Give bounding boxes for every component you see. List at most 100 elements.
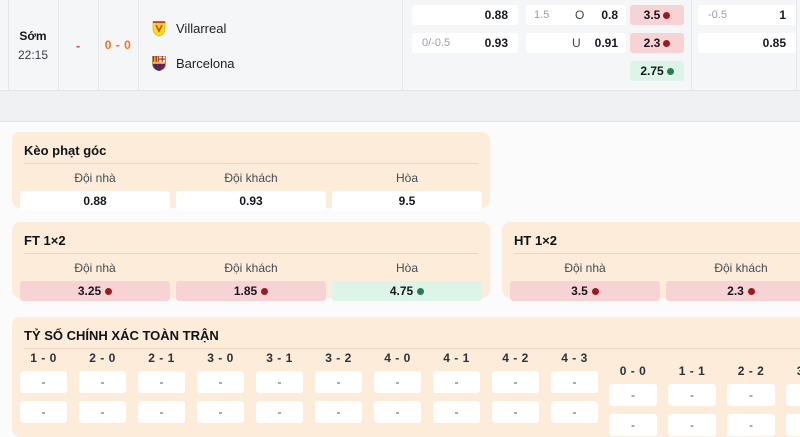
match-status: - [58, 0, 98, 90]
odds-cell[interactable]: 3.25 [20, 281, 170, 301]
odds-value: 3.25 [77, 284, 102, 298]
odds-handicap-row1-cell[interactable]: 0.88 [412, 5, 518, 25]
trend-dot-icon [261, 287, 269, 295]
match-score: 0 - 0 [98, 0, 138, 90]
home-team-name: Villarreal [176, 20, 227, 36]
ht-1x2-panel: HT 1×2 Đội nhà 3.5 Đội khách 2.3 [502, 222, 800, 301]
score-odds-cell[interactable]: - [609, 414, 657, 436]
divider [24, 253, 478, 254]
score-odds-cell[interactable]: - [20, 371, 67, 393]
kickoff-time: 22:15 [17, 47, 49, 62]
odds-cell[interactable]: 0.93 [176, 191, 326, 211]
score-column: 1 - 0 - - [20, 351, 67, 423]
score-odds-cell[interactable]: - [668, 384, 716, 406]
odds-cell[interactable]: 2.3 [666, 281, 800, 301]
score-odds-cell[interactable]: - [374, 371, 421, 393]
handicap-line: -0.5 [708, 9, 727, 21]
score-odds-cell[interactable]: - [315, 371, 362, 393]
column-header: Đội nhà [564, 261, 606, 275]
score-odds-cell[interactable]: - [138, 371, 185, 393]
odds-handicap2-row2-cell[interactable]: 0.85 [698, 33, 796, 53]
odds-handicap2-row1-cell[interactable]: -0.5 1 [698, 5, 796, 25]
divider [138, 0, 139, 90]
odds-cell[interactable]: 3.5 [510, 281, 660, 301]
odds-cell[interactable]: 0.88 [20, 191, 170, 211]
odds-column: Đội nhà 3.25 [20, 258, 170, 301]
score-odds-cell[interactable]: - [138, 401, 185, 423]
odds-value: 1 [779, 8, 786, 22]
odds-value: 0.85 [762, 36, 786, 50]
odds-over-cell[interactable]: 1.5 O 0.8 [526, 5, 626, 25]
score-odds-cell[interactable]: - [256, 401, 303, 423]
over-indicator: O [574, 8, 585, 22]
corner-odds-grid: Đội nhà 0.88 Đội khách 0.93 Hòa 9.5 [12, 164, 490, 211]
under-indicator: U [571, 36, 581, 50]
score-label: 2 - 2 [737, 364, 765, 378]
odds-1x2-home-cell[interactable]: 3.5 [630, 5, 684, 25]
away-team-row[interactable]: Barcelona [150, 50, 235, 76]
score-column: 2 - 2 - - [727, 364, 775, 436]
score-odds-cell[interactable]: - [20, 401, 67, 423]
score-odds-cell[interactable]: - [492, 371, 539, 393]
odds-value: 0.8 [601, 8, 618, 22]
score-odds-cell[interactable]: - [609, 384, 657, 406]
score-odds-cell[interactable]: - [668, 414, 716, 436]
teams-column: Villarreal Ba [138, 0, 400, 90]
score-odds-cell[interactable]: - [79, 371, 126, 393]
score-odds-cell[interactable]: - [551, 401, 598, 423]
panel-title: TỶ SỐ CHÍNH XÁC TOÀN TRẬN [24, 328, 219, 343]
score-column: 0 - 0 - - [609, 364, 657, 436]
trend-dot-icon [105, 287, 113, 295]
ft-1x2-panel: FT 1×2 Đội nhà 3.25 Đội khách 1.85 Hòa [12, 222, 490, 301]
odds-cell[interactable]: 1.85 [176, 281, 326, 301]
score-odds-cell[interactable]: - [315, 401, 362, 423]
odds-1x2-away-cell[interactable]: 2.3 [630, 33, 684, 53]
barcelona-crest-icon [152, 55, 166, 72]
score-odds-cell[interactable]: - [197, 371, 244, 393]
odds-cell[interactable]: 9.5 [332, 191, 482, 211]
odds-value: 0.88 [484, 8, 508, 22]
match-row[interactable]: Sớm 22:15 - 0 - 0 Villarreal [0, 0, 800, 91]
score-odds-cell[interactable]: - [197, 401, 244, 423]
odds-value: 2.75 [640, 64, 664, 78]
score-odds-cell[interactable]: - [786, 384, 800, 406]
column-header: Đội nhà [74, 171, 116, 185]
trend-dot-icon [747, 287, 755, 295]
section-spacer-band [0, 91, 800, 122]
odds-under-cell[interactable]: U 0.91 [526, 33, 626, 53]
score-odds-cell[interactable]: - [727, 384, 775, 406]
odds-value: 3.5 [571, 284, 588, 298]
score-odds-cell[interactable]: - [433, 371, 480, 393]
score-odds-cell[interactable]: - [492, 401, 539, 423]
odds-value: 4.75 [389, 284, 414, 298]
score-label: 0 - 0 [619, 364, 647, 378]
home-team-row[interactable]: Villarreal [150, 15, 226, 41]
score-label: 4 - 3 [561, 351, 588, 365]
odds-handicap-row2-cell[interactable]: 0/-0.5 0.93 [412, 33, 518, 53]
ht-1x2-grid: Đội nhà 3.5 Đội khách 2.3 [502, 254, 800, 301]
score-odds-cell[interactable]: - [551, 371, 598, 393]
score-label: 4 - 2 [502, 351, 529, 365]
odds-value: 2.3 [727, 284, 744, 298]
score-column: 4 - 0 - - [374, 351, 421, 423]
score-odds-cell[interactable]: - [786, 414, 800, 436]
odds-1x2-draw-cell[interactable]: 2.75 [630, 61, 684, 81]
score-odds-cell[interactable]: - [727, 414, 775, 436]
ft-1x2-grid: Đội nhà 3.25 Đội khách 1.85 Hòa 4.75 [12, 254, 490, 301]
score-label: 1 - 1 [678, 364, 706, 378]
corner-odds-panel: Kèo phạt góc Đội nhà 0.88 Đội khách 0.93 [12, 132, 490, 211]
score-odds-cell[interactable]: - [374, 401, 421, 423]
score-odds-cell[interactable]: - [433, 401, 480, 423]
trend-dot-icon [666, 67, 674, 75]
trend-dot-icon [417, 287, 425, 295]
score-label: 4 - 1 [443, 351, 470, 365]
draw-scores-grid: 0 - 0 - - 1 - 1 - - 2 - 2 - - 3 - 3 [609, 364, 800, 436]
score-odds-cell[interactable]: - [79, 401, 126, 423]
odds-column: Hòa 4.75 [332, 258, 482, 301]
score-odds-cell[interactable]: - [256, 371, 303, 393]
odds-column: Đội khách 1.85 [176, 258, 326, 301]
odds-cell[interactable]: 4.75 [332, 281, 482, 301]
column-header: Đội khách [224, 171, 278, 185]
odds-value: 3.5 [643, 8, 661, 22]
